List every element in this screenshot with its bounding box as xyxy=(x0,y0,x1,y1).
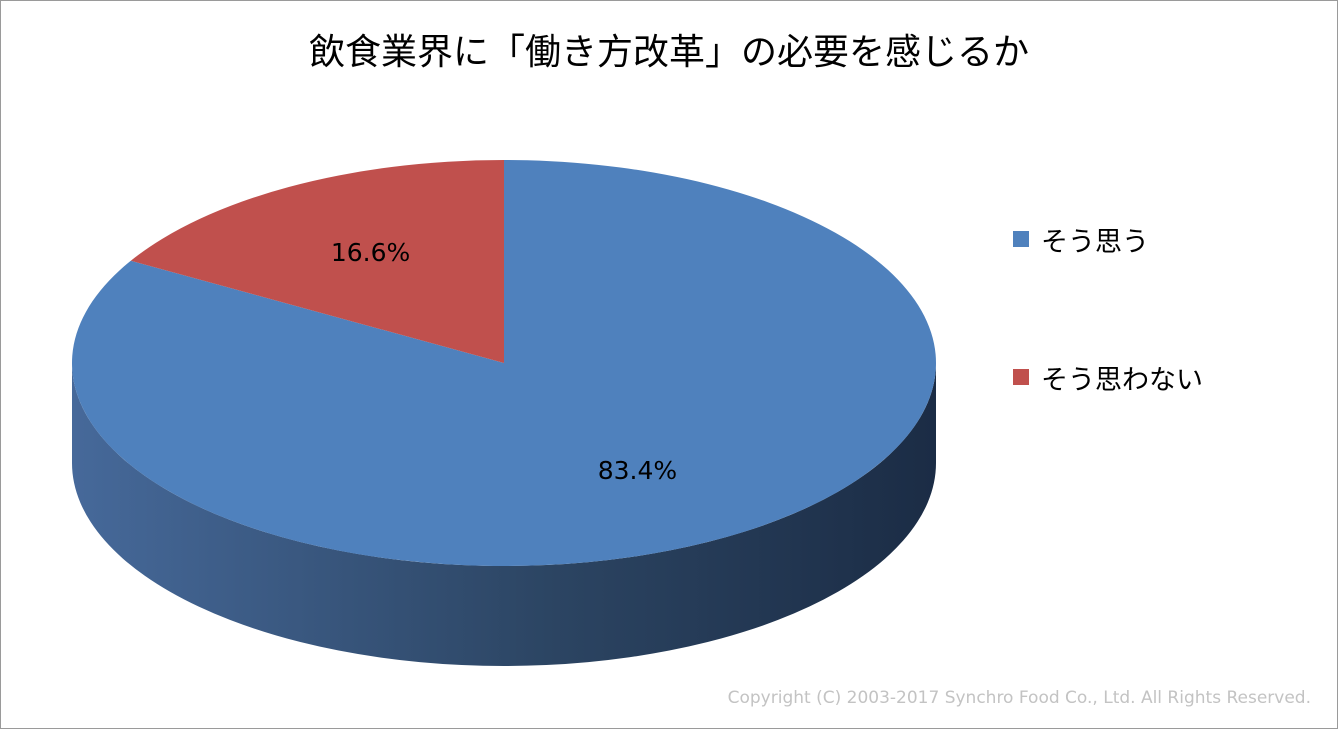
copyright-notice: Copyright (C) 2003-2017 Synchro Food Co.… xyxy=(727,688,1311,708)
slice-side-agree xyxy=(72,363,936,666)
legend-swatch-agree xyxy=(1013,231,1029,247)
data-label-disagree: 16.6% xyxy=(331,238,410,267)
slice-disagree xyxy=(130,160,504,363)
legend-label-disagree: そう思わない xyxy=(1041,364,1203,396)
legend-swatch-disagree xyxy=(1013,369,1029,385)
legend-item-agree: そう思う xyxy=(1013,219,1203,259)
chart-title: 飲食業界に「働き方改革」の必要を感じるか xyxy=(308,32,1029,73)
legend: そう思う そう思わない xyxy=(1013,219,1203,495)
legend-item-disagree: そう思わない xyxy=(1013,357,1203,397)
slice-agree xyxy=(71,160,936,567)
legend-label-agree: そう思う xyxy=(1041,226,1149,258)
data-label-agree: 83.4% xyxy=(598,456,677,485)
